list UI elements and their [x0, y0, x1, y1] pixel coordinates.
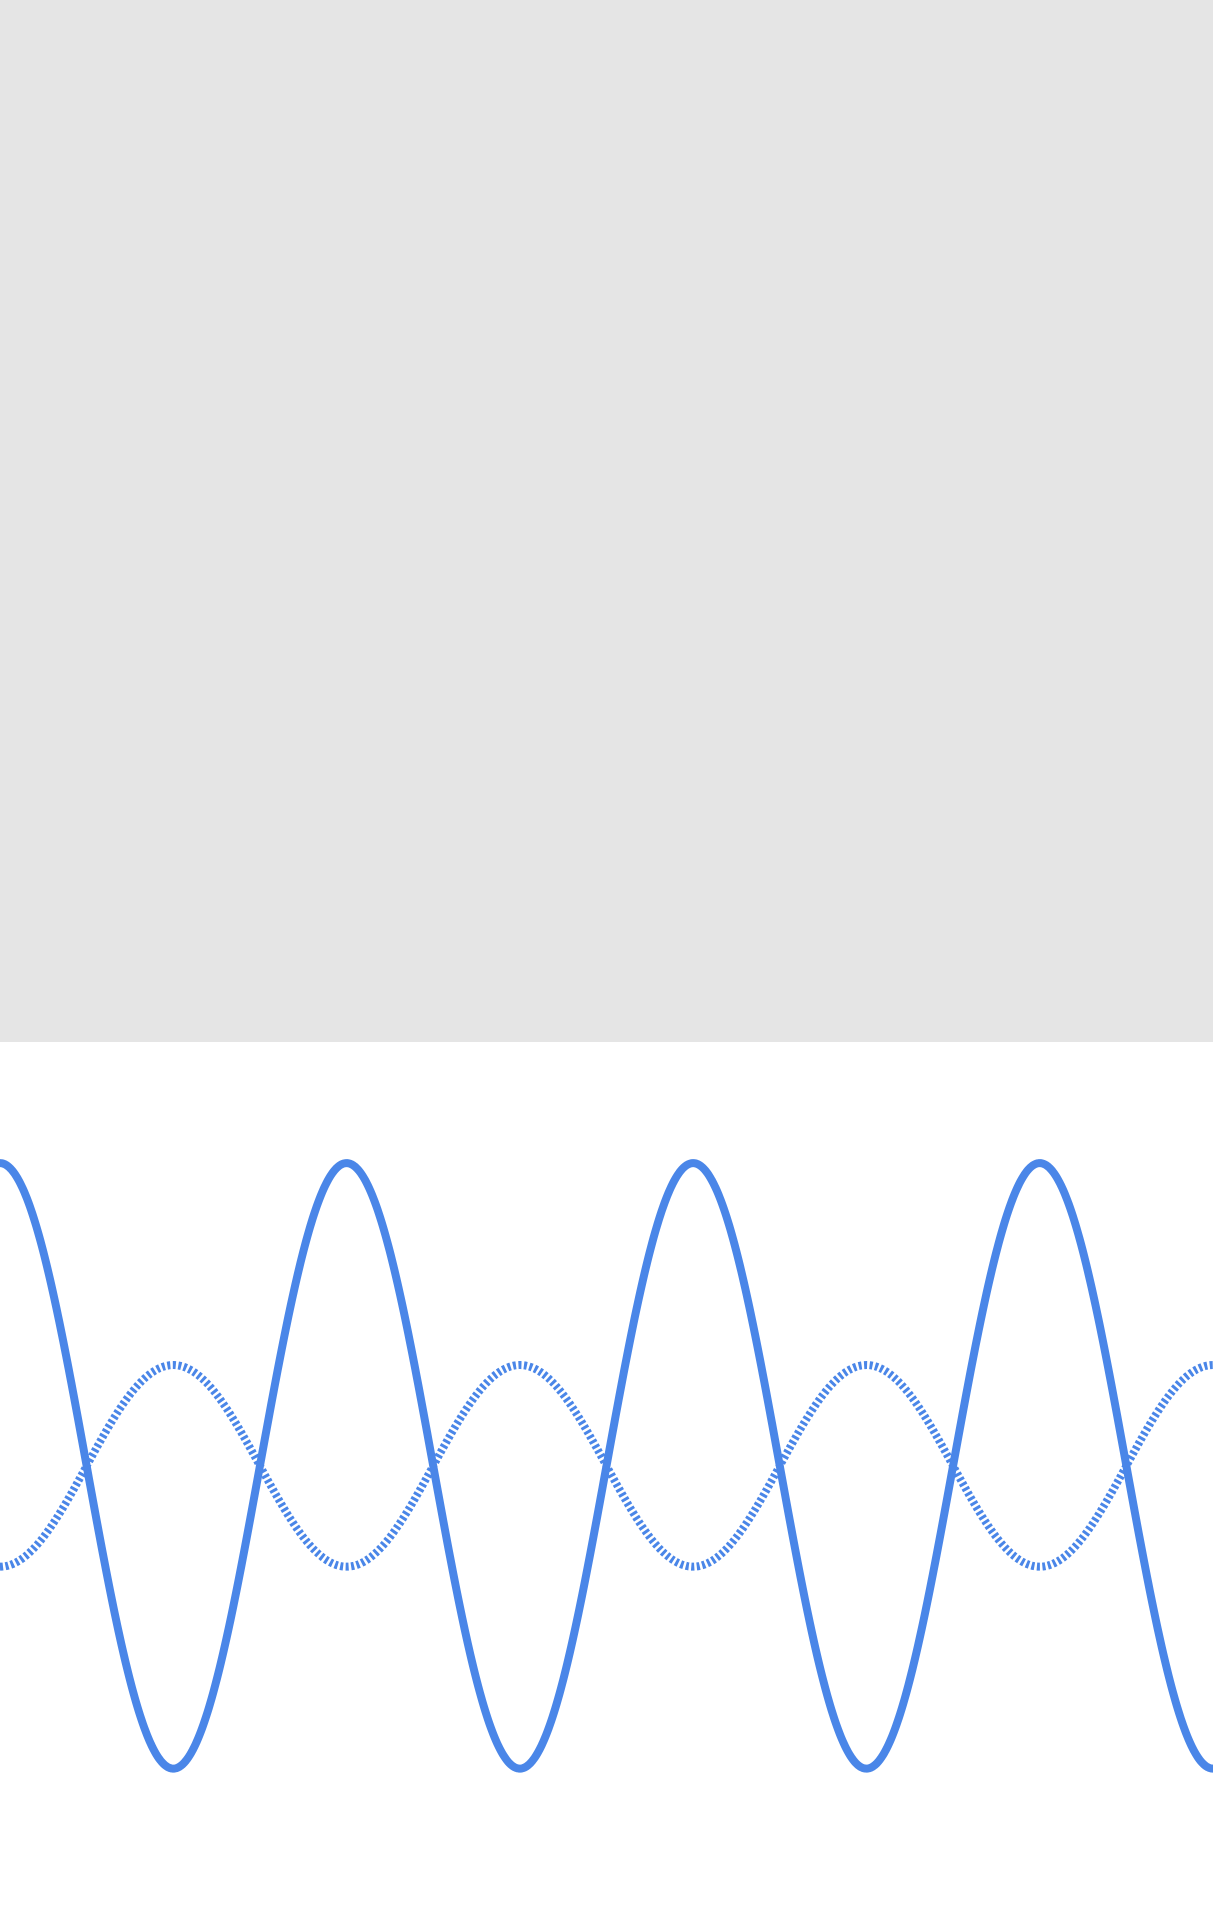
dotted-wave-line — [0, 1361, 1213, 1571]
wave-chart — [0, 1159, 1213, 1773]
top-panel — [0, 0, 1213, 1042]
